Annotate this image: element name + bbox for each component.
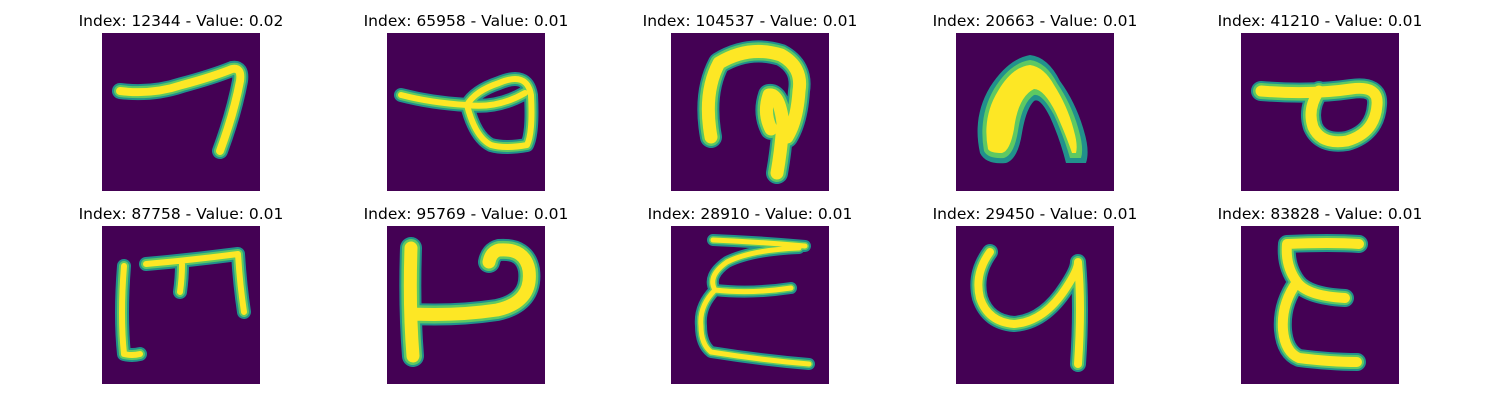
- digit-image: [956, 33, 1114, 191]
- panel-3: Index: 104537 - Value: 0.01: [630, 12, 870, 198]
- panel-title: Index: 104537 - Value: 0.01: [642, 12, 858, 30]
- panel-title: Index: 83828 - Value: 0.01: [1217, 205, 1423, 223]
- panel-1: Index: 12344 - Value: 0.02: [61, 12, 301, 198]
- panel-title: Index: 65958 - Value: 0.01: [363, 12, 569, 30]
- panel-8: Index: 28910 - Value: 0.01: [630, 205, 870, 391]
- panel-title: Index: 20663 - Value: 0.01: [932, 12, 1138, 30]
- panel-title: Index: 12344 - Value: 0.02: [78, 12, 284, 30]
- digit-image: [102, 226, 260, 384]
- digit-image: [387, 33, 545, 191]
- panel-title: Index: 87758 - Value: 0.01: [78, 205, 284, 223]
- panel-title: Index: 28910 - Value: 0.01: [647, 205, 853, 223]
- panel-5: Index: 41210 - Value: 0.01: [1200, 12, 1440, 198]
- panel-7: Index: 95769 - Value: 0.01: [346, 205, 586, 391]
- digit-image: [956, 226, 1114, 384]
- panel-title: Index: 29450 - Value: 0.01: [932, 205, 1138, 223]
- digit-image: [1241, 33, 1399, 191]
- panel-6: Index: 87758 - Value: 0.01: [61, 205, 301, 391]
- panel-9: Index: 29450 - Value: 0.01: [915, 205, 1155, 391]
- digit-image: [387, 226, 545, 384]
- panel-title: Index: 95769 - Value: 0.01: [363, 205, 569, 223]
- digit-image: [102, 33, 260, 191]
- panel-10: Index: 83828 - Value: 0.01: [1200, 205, 1440, 391]
- panel-4: Index: 20663 - Value: 0.01: [915, 12, 1155, 198]
- digit-image: [1241, 226, 1399, 384]
- panel-title: Index: 41210 - Value: 0.01: [1217, 12, 1423, 30]
- digit-image: [671, 33, 829, 191]
- digit-image: [671, 226, 829, 384]
- panel-2: Index: 65958 - Value: 0.01: [346, 12, 586, 198]
